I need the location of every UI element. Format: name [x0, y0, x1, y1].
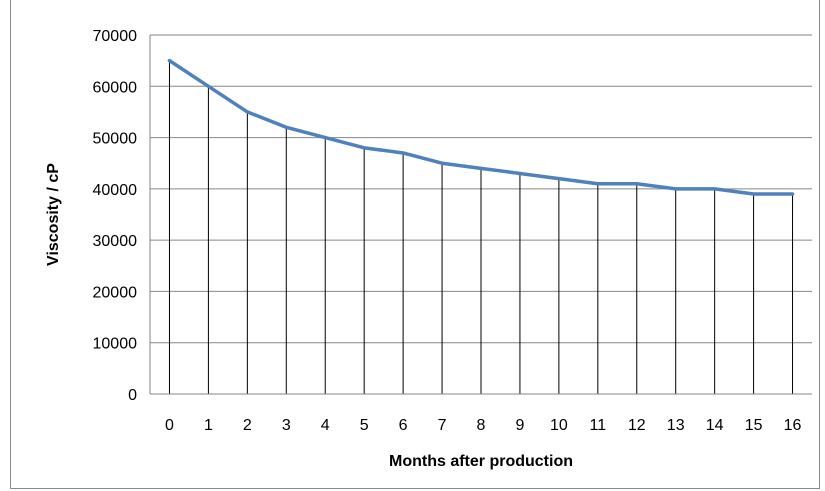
data-point	[713, 187, 717, 191]
x-tick-label: 2	[243, 417, 252, 434]
data-point	[674, 187, 678, 191]
x-tick-label: 5	[360, 417, 369, 434]
data-point	[284, 125, 288, 129]
x-tick-label: 13	[667, 417, 685, 434]
x-tick-label: 8	[477, 417, 486, 434]
y-tick-label: 50000	[93, 131, 138, 148]
x-tick-label: 9	[515, 417, 524, 434]
x-tick-label: 11	[590, 417, 607, 434]
x-tick-label: 15	[745, 417, 763, 434]
x-tick-label: 10	[550, 417, 568, 434]
data-point	[479, 166, 483, 170]
data-point	[440, 161, 444, 165]
x-tick-label: 0	[165, 417, 174, 434]
data-point	[635, 182, 639, 186]
axes	[149, 35, 812, 395]
data-point	[401, 151, 405, 155]
data-point	[362, 146, 366, 150]
data-point	[518, 171, 522, 175]
y-tick-label: 0	[128, 387, 137, 404]
x-axis-title: Months after production	[389, 453, 573, 470]
y-tick-labels: 0 10000 20000 30000 40000 50000 60000 70000	[93, 28, 138, 404]
data-point	[557, 177, 561, 181]
y-tick-label: 70000	[93, 28, 138, 45]
x-tick-label: 6	[399, 417, 408, 434]
data-point	[791, 192, 795, 196]
x-tick-label: 16	[784, 417, 802, 434]
data-point	[752, 192, 756, 196]
y-tick-label: 20000	[93, 284, 138, 301]
data-point	[167, 59, 171, 63]
series-layer	[167, 58, 795, 196]
y-tick-label: 40000	[93, 182, 138, 199]
y-tick-label: 60000	[93, 79, 138, 96]
chart-frame	[10, 0, 820, 489]
x-tick-label: 3	[282, 417, 291, 434]
data-point	[596, 182, 600, 186]
y-tick-label: 30000	[93, 233, 138, 250]
drop-lines	[168, 60, 794, 394]
x-tick-label: 7	[438, 417, 447, 434]
x-tick-label: 14	[706, 417, 724, 434]
x-tick-label: 1	[204, 417, 213, 434]
y-axis-title: Viscosity / cP	[45, 163, 62, 266]
x-tick-label: 4	[321, 417, 330, 434]
x-tick-labels: 0 1 2 3 4 5 6 7 8 9 10 11 12 13 14 15 16	[165, 417, 802, 434]
data-point	[206, 84, 210, 88]
data-point	[323, 136, 327, 140]
y-tick-label: 10000	[93, 336, 138, 353]
x-tick-label: 12	[628, 417, 646, 434]
data-point	[245, 110, 249, 114]
